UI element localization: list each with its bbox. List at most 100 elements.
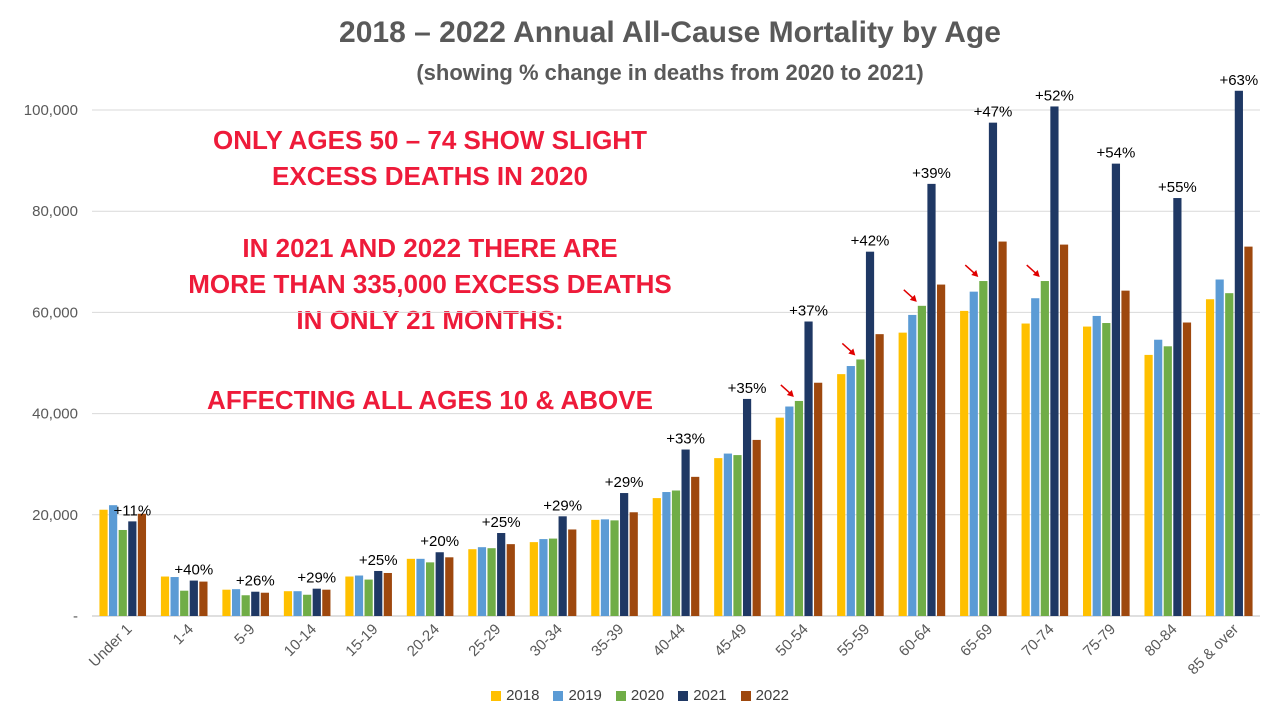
legend-label: 2022 [755,687,789,704]
bar-2020 [1040,281,1049,616]
bar-2019 [969,291,978,616]
bar-2020 [794,400,804,616]
bar-2022 [875,334,884,616]
arrow-head [1032,270,1040,278]
bar-2018 [345,576,354,616]
x-tick-label: 5-9 [231,621,258,648]
bar-2020 [610,520,619,616]
bar-2019 [416,558,425,616]
bar-2021 [435,552,444,616]
pct-change-label: +55% [1158,179,1197,196]
bar-2021 [1050,106,1059,616]
bar-2020 [917,305,926,616]
bar-2018 [99,509,108,616]
bar-2018 [1083,326,1092,616]
arrow-head [848,348,856,356]
bar-2022 [998,241,1007,616]
bar-2021 [558,516,567,616]
bar-2020 [180,590,189,616]
bar-2018 [775,417,784,616]
bar-2018 [1144,354,1153,616]
bar-2020 [303,594,312,616]
pct-change-label: +25% [482,514,521,531]
bar-2020 [1225,293,1234,616]
bar-2020 [856,359,865,616]
bar-2020 [1163,346,1172,616]
y-tick-label: 40,000 [32,406,78,423]
pct-change-label: +40% [174,562,213,579]
bar-2020 [548,538,558,616]
y-tick-label: - [73,608,78,625]
x-tick-label: 35-39 [588,621,627,660]
bar-2022 [383,572,392,616]
bar-2019 [354,575,364,616]
legend-swatch [678,690,689,701]
bar-2018 [222,589,231,616]
x-tick-label: 40-44 [650,621,689,660]
bar-2020 [241,595,250,616]
pct-change-label: +33% [666,431,705,448]
bar-2021 [681,449,690,616]
y-tick-label: 80,000 [32,203,78,220]
bar-2022 [629,512,638,616]
pct-change-label: +63% [1219,72,1258,89]
bar-2019 [908,314,917,616]
bar-2018 [283,591,293,616]
legend-item-2019: 2019 [553,687,602,704]
annotation-line: EXCESS DEATHS IN 2020 [272,161,588,191]
annotation-line: AFFECTING ALL AGES 10 & ABOVE [207,385,653,415]
bar-2018 [468,549,477,616]
bar-2018 [1021,323,1030,616]
bar-2021 [1111,163,1121,617]
bar-2019 [846,366,855,616]
bar-2020 [1102,323,1111,616]
x-tick-label: 20-24 [404,621,443,660]
bar-2020 [426,562,435,616]
arrow-head [909,294,917,302]
bar-2019 [109,505,118,616]
pct-change-label: +42% [851,233,890,250]
bar-2021 [988,122,998,617]
annotation-line: IN ONLY 21 MONTHS: [296,305,564,335]
bar-2021 [497,533,506,616]
bar-2019 [723,453,732,616]
y-tick-label: 60,000 [32,304,78,321]
x-tick-label: 85 & over [1185,621,1242,678]
bar-2018 [406,558,416,616]
bar-2022 [691,476,700,616]
bar-2019 [293,591,302,616]
legend-label: 2020 [630,687,665,704]
bar-2022 [936,284,946,616]
pct-change-label: +11% [114,502,152,519]
x-tick-label: Under 1 [86,621,136,671]
bar-2019 [662,492,671,616]
bar-2022 [568,529,577,616]
pct-change-label: +37% [789,303,828,320]
bar-2019 [1031,298,1040,616]
arrow-shaft [841,342,853,354]
bar-2019 [1092,315,1101,616]
legend-label: 2021 [693,687,727,704]
arrow-head [786,389,794,397]
bar-2021 [1234,90,1243,617]
pct-change-label: +47% [974,104,1013,121]
bar-2022 [445,557,454,616]
x-tick-label: 80-84 [1141,621,1180,660]
arrow-shaft [903,289,915,300]
bar-2021 [865,251,875,616]
annotation-line: ONLY AGES 50 – 74 SHOW SLIGHT [213,125,647,155]
bar-2018 [960,310,969,616]
bar-2019 [539,539,548,616]
bar-2019 [231,589,241,616]
bar-2018 [160,576,170,616]
legend-label: 2018 [506,687,540,704]
bar-2020 [733,455,742,616]
bar-2018 [529,542,538,616]
bar-2018 [898,332,907,616]
bar-2021 [1173,198,1182,616]
annotation-block-3: AFFECTING ALL AGES 10 & ABOVE [150,382,710,418]
x-tick-label: 45-49 [711,621,750,660]
x-tick-label: 25-29 [465,621,504,660]
bar-2020 [487,548,496,616]
bar-2020 [364,579,373,616]
